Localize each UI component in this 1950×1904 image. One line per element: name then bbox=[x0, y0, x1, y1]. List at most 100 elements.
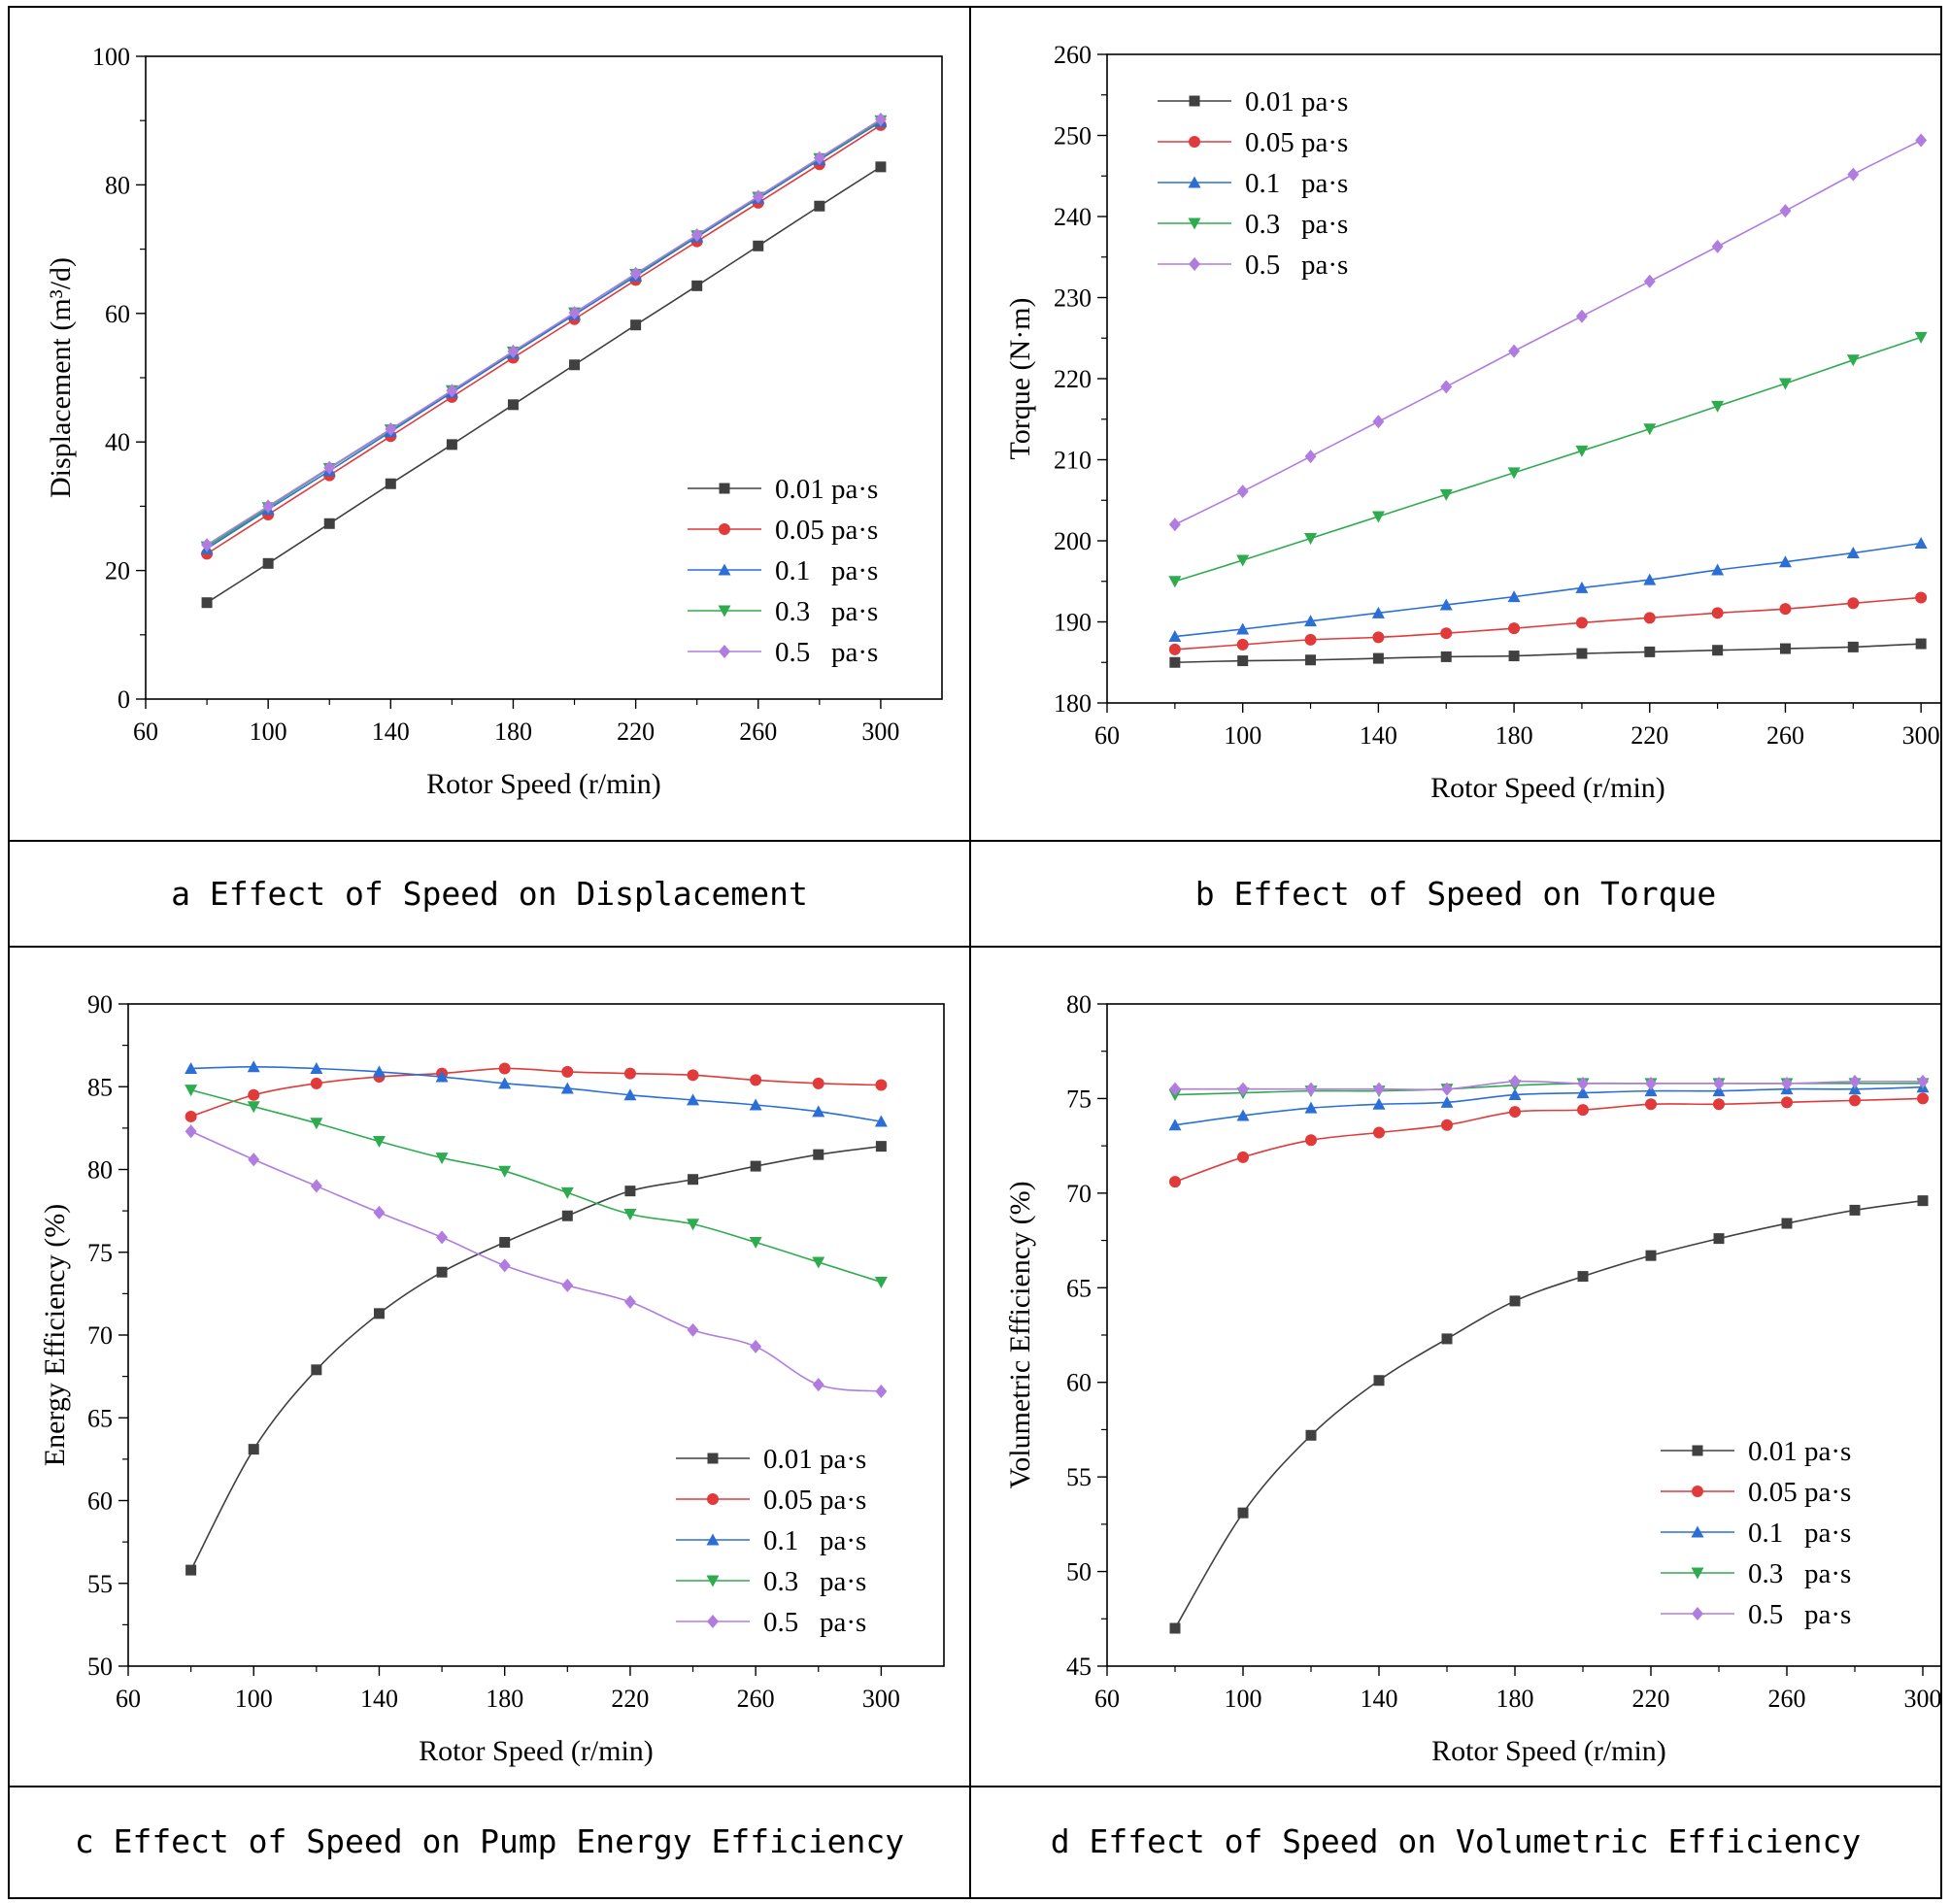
y-tick-label: 200 bbox=[1054, 527, 1092, 555]
legend-entry: 0.05 pa·s bbox=[676, 1485, 866, 1516]
data-point bbox=[1236, 1109, 1250, 1121]
data-point bbox=[1915, 591, 1928, 604]
data-point bbox=[1779, 204, 1792, 218]
data-point bbox=[1778, 555, 1792, 568]
data-point bbox=[1575, 617, 1588, 629]
data-point bbox=[874, 1276, 888, 1288]
legend-marker bbox=[1692, 1486, 1703, 1497]
y-axis-label: Volumetric Efficiency (%) bbox=[1004, 1181, 1036, 1488]
legend-entry: 0.5 pa·s bbox=[1158, 250, 1348, 281]
legend-marker bbox=[706, 1575, 720, 1587]
data-point bbox=[813, 1149, 824, 1160]
grid-divider-h2 bbox=[10, 946, 1940, 948]
data-point bbox=[690, 228, 703, 243]
series-3 bbox=[1168, 537, 1928, 643]
data-point bbox=[1712, 645, 1724, 656]
data-point bbox=[1643, 274, 1656, 288]
legend-label: 0.5 pa·s bbox=[1748, 1599, 1851, 1630]
data-point bbox=[560, 1186, 574, 1199]
data-point bbox=[1508, 622, 1521, 635]
data-point bbox=[435, 1070, 449, 1083]
legend-marker bbox=[1188, 217, 1201, 230]
legend-marker bbox=[707, 1493, 719, 1505]
legend-marker bbox=[719, 483, 730, 494]
data-point bbox=[1304, 450, 1317, 464]
data-point bbox=[1849, 1204, 1861, 1216]
data-point bbox=[1711, 400, 1725, 413]
series-line bbox=[1174, 643, 1922, 664]
data-point bbox=[1713, 1098, 1725, 1111]
data-point bbox=[310, 1179, 322, 1193]
y-tick-label: 70 bbox=[87, 1321, 113, 1350]
series-line bbox=[190, 1067, 882, 1118]
panel-d: 60 100 140 180 220 260 300 45 50 55 60 65 70 75 80 Roto… bbox=[971, 948, 1940, 1786]
data-point bbox=[323, 518, 335, 529]
data-point bbox=[1508, 1088, 1522, 1101]
data-point bbox=[750, 1074, 762, 1086]
caption-b: b Effect of Speed on Torque bbox=[1194, 875, 1717, 913]
data-point bbox=[1441, 1082, 1453, 1096]
data-point bbox=[1847, 597, 1860, 610]
data-point bbox=[1711, 239, 1724, 253]
legend-entry: 0.3 pa·s bbox=[1661, 1558, 1851, 1589]
legend-label: 0.1 pa·s bbox=[775, 555, 878, 586]
y-tick-label: 100 bbox=[92, 43, 130, 71]
data-point bbox=[1304, 633, 1317, 646]
y-tick-label: 50 bbox=[1066, 1558, 1092, 1587]
data-point bbox=[812, 1077, 824, 1089]
data-point bbox=[1237, 655, 1249, 667]
x-tick-label: 100 bbox=[235, 1685, 273, 1713]
series-line bbox=[1174, 1097, 1924, 1183]
series-2 bbox=[185, 1062, 888, 1122]
series-3 bbox=[185, 1060, 888, 1127]
data-point bbox=[1168, 643, 1181, 655]
data-point bbox=[446, 439, 457, 451]
series-1 bbox=[185, 1141, 887, 1576]
data-point bbox=[185, 1061, 198, 1074]
data-point bbox=[310, 1077, 322, 1089]
y-tick-label: 240 bbox=[1054, 203, 1092, 231]
data-point bbox=[630, 319, 642, 331]
data-point bbox=[1373, 1126, 1385, 1139]
panel-b: 60 100 140 180 220 260 300 180 190 200 210 220 230 24… bbox=[971, 8, 1940, 840]
data-point bbox=[1236, 484, 1249, 499]
y-tick-label: 70 bbox=[1066, 1180, 1092, 1208]
legend-label: 0.01 pa·s bbox=[1748, 1436, 1851, 1467]
legend-label: 0.1 pa·s bbox=[1748, 1518, 1851, 1549]
data-point bbox=[1509, 1106, 1521, 1119]
data-point bbox=[185, 1564, 197, 1576]
legend-marker bbox=[1189, 95, 1200, 107]
data-point bbox=[1304, 1101, 1318, 1114]
data-point bbox=[1577, 1104, 1589, 1117]
y-axis-label: Energy Efficiency (%) bbox=[39, 1204, 71, 1466]
data-point bbox=[1711, 563, 1725, 576]
legend-entry: 0.3 pa·s bbox=[688, 596, 878, 627]
legend-label: 0.3 pa·s bbox=[1748, 1558, 1851, 1589]
legend-entry: 0.05 pa·s bbox=[1158, 127, 1348, 158]
y-tick-label: 50 bbox=[87, 1653, 113, 1681]
x-tick-label: 300 bbox=[861, 718, 899, 746]
data-point bbox=[372, 1136, 386, 1149]
data-point bbox=[436, 1266, 448, 1278]
data-point bbox=[1847, 167, 1860, 182]
data-point bbox=[1304, 615, 1318, 627]
x-tick-label: 180 bbox=[1496, 1685, 1534, 1713]
data-point bbox=[1575, 445, 1589, 457]
x-tick-label: 60 bbox=[133, 718, 158, 746]
series-line bbox=[1174, 1080, 1924, 1091]
legend-entry: 0.1 pa·s bbox=[1158, 168, 1348, 199]
legend-label: 0.5 pa·s bbox=[763, 1607, 866, 1638]
data-point bbox=[1509, 1295, 1521, 1307]
figure-grid: 60 100 140 180 220 260 300 0 20 40 60 80 100 Rotor Sp… bbox=[8, 6, 1942, 1899]
data-point bbox=[1914, 331, 1928, 344]
data-point bbox=[248, 1088, 260, 1101]
data-point bbox=[875, 1079, 888, 1091]
legend-marker bbox=[1692, 1445, 1703, 1456]
x-axis-label: Rotor Speed (r/min) bbox=[419, 1735, 654, 1767]
plot-frame bbox=[1106, 53, 1940, 704]
y-tick-label: 20 bbox=[105, 557, 130, 585]
legend-label: 0.05 pa·s bbox=[1245, 127, 1348, 158]
data-point bbox=[1917, 1092, 1929, 1105]
y-tick-label: 230 bbox=[1054, 284, 1092, 313]
data-point bbox=[1372, 415, 1385, 429]
